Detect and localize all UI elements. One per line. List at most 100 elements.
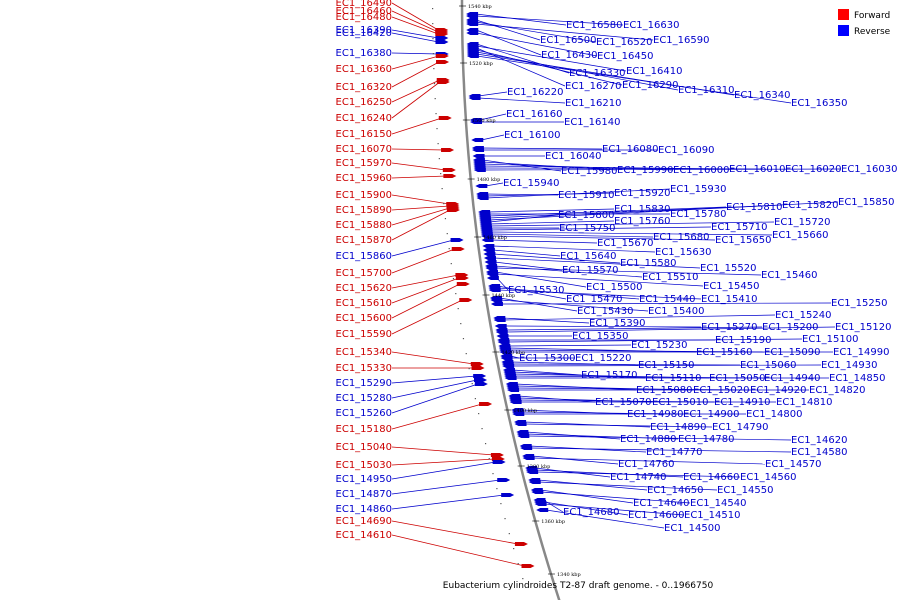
- gene-label[interactable]: EC1_15910: [558, 190, 614, 201]
- gene-label[interactable]: EC1_15940: [503, 178, 559, 189]
- gene-label[interactable]: EC1_15340: [336, 347, 392, 358]
- gene-label[interactable]: EC1_15100: [802, 334, 858, 345]
- gene-label[interactable]: EC1_15820: [782, 200, 838, 211]
- gene-label[interactable]: EC1_16220: [507, 87, 563, 98]
- gene-label[interactable]: EC1_16000: [673, 165, 729, 176]
- gene-label[interactable]: EC1_16460: [336, 6, 392, 17]
- gene-label[interactable]: EC1_15290: [336, 378, 392, 389]
- gene-label[interactable]: EC1_15720: [774, 217, 830, 228]
- gene-label[interactable]: EC1_14510: [684, 510, 740, 521]
- gene-label[interactable]: EC1_15710: [711, 222, 767, 233]
- gene-label[interactable]: EC1_14540: [690, 498, 746, 509]
- gene-label[interactable]: EC1_14980: [627, 409, 683, 420]
- gene-label[interactable]: EC1_14800: [746, 409, 802, 420]
- gene-label[interactable]: EC1_16150: [336, 129, 392, 140]
- gene-label[interactable]: EC1_14600: [628, 510, 684, 521]
- gene-label[interactable]: EC1_15050: [709, 373, 765, 384]
- gene-label[interactable]: EC1_15180: [336, 424, 392, 435]
- gene-label[interactable]: EC1_16320: [336, 82, 392, 93]
- gene-label[interactable]: EC1_14780: [678, 434, 734, 445]
- gene-label[interactable]: EC1_15240: [775, 310, 831, 321]
- gene-label[interactable]: EC1_14940: [764, 373, 820, 384]
- gene-label[interactable]: EC1_16490: [336, 0, 392, 9]
- gene-label[interactable]: EC1_14900: [683, 409, 739, 420]
- gene-label[interactable]: EC1_15500: [586, 282, 642, 293]
- gene-label[interactable]: EC1_16410: [626, 66, 682, 77]
- gene-label[interactable]: EC1_15920: [614, 188, 670, 199]
- gene-label[interactable]: EC1_16420: [336, 28, 392, 39]
- gene-label[interactable]: EC1_15020: [693, 385, 749, 396]
- gene-label[interactable]: EC1_15390: [589, 318, 645, 329]
- gene-label[interactable]: EC1_15190: [715, 335, 771, 346]
- gene-label[interactable]: EC1_15160: [696, 347, 752, 358]
- gene-label[interactable]: EC1_15760: [614, 216, 670, 227]
- gene-label[interactable]: EC1_14560: [740, 472, 796, 483]
- gene-label[interactable]: EC1_15470: [566, 294, 622, 305]
- gene-label[interactable]: EC1_14950: [336, 474, 392, 485]
- gene-label[interactable]: EC1_16020: [785, 164, 841, 175]
- gene-label[interactable]: EC1_15450: [703, 281, 759, 292]
- gene-label[interactable]: EC1_16090: [658, 145, 714, 156]
- gene-label[interactable]: EC1_15860: [336, 251, 392, 262]
- gene-label[interactable]: EC1_14920: [750, 385, 806, 396]
- gene-label[interactable]: EC1_15410: [701, 294, 757, 305]
- gene-label[interactable]: EC1_15150: [638, 360, 694, 371]
- gene-label[interactable]: EC1_15080: [636, 385, 692, 396]
- gene-label[interactable]: EC1_15460: [761, 270, 817, 281]
- gene-label[interactable]: EC1_15620: [336, 283, 392, 294]
- gene-label[interactable]: EC1_14910: [714, 397, 770, 408]
- gene-label[interactable]: EC1_14930: [821, 360, 877, 371]
- gene-label[interactable]: EC1_15230: [631, 340, 687, 351]
- gene-label[interactable]: EC1_15110: [645, 373, 701, 384]
- gene-label[interactable]: EC1_16450: [597, 51, 653, 62]
- gene-label[interactable]: EC1_15870: [336, 235, 392, 246]
- gene-label[interactable]: EC1_15220: [575, 353, 631, 364]
- gene-label[interactable]: EC1_15800: [558, 210, 614, 221]
- gene-label[interactable]: EC1_15570: [562, 265, 618, 276]
- gene-label[interactable]: EC1_16480: [336, 12, 392, 23]
- gene-label[interactable]: EC1_14820: [809, 385, 865, 396]
- gene-label[interactable]: EC1_15350: [572, 331, 628, 342]
- gene-label[interactable]: EC1_15890: [336, 205, 392, 216]
- gene-label[interactable]: EC1_15780: [670, 209, 726, 220]
- gene-label[interactable]: EC1_15650: [715, 235, 771, 246]
- gene-label[interactable]: EC1_15520: [700, 263, 756, 274]
- gene-label[interactable]: EC1_16380: [336, 48, 392, 59]
- gene-label[interactable]: EC1_15640: [560, 251, 616, 262]
- gene-label[interactable]: EC1_16580: [566, 20, 622, 31]
- gene-label[interactable]: EC1_14610: [336, 530, 392, 541]
- gene-label[interactable]: EC1_16630: [623, 20, 679, 31]
- gene-label[interactable]: EC1_15440: [639, 294, 695, 305]
- gene-label[interactable]: EC1_14760: [618, 459, 674, 470]
- gene-label[interactable]: EC1_14500: [664, 523, 720, 534]
- gene-label[interactable]: EC1_15830: [614, 204, 670, 215]
- gene-label[interactable]: EC1_15580: [620, 258, 676, 269]
- gene-label[interactable]: EC1_15980: [561, 166, 617, 177]
- gene-label[interactable]: EC1_16070: [336, 144, 392, 155]
- gene-label[interactable]: EC1_14770: [646, 447, 702, 458]
- gene-label[interactable]: EC1_15530: [508, 285, 564, 296]
- gene-label[interactable]: EC1_14580: [791, 447, 847, 458]
- gene-label[interactable]: EC1_15680: [653, 232, 709, 243]
- gene-label[interactable]: EC1_16500: [540, 35, 596, 46]
- gene-label[interactable]: EC1_16390: [336, 25, 392, 36]
- gene-label[interactable]: EC1_15700: [336, 268, 392, 279]
- gene-label[interactable]: EC1_16080: [602, 144, 658, 155]
- gene-label[interactable]: EC1_16360: [336, 64, 392, 75]
- gene-label[interactable]: EC1_16240: [336, 113, 392, 124]
- gene-label[interactable]: EC1_16330: [569, 68, 625, 79]
- gene-label[interactable]: EC1_15270: [701, 322, 757, 333]
- gene-label[interactable]: EC1_16140: [564, 117, 620, 128]
- gene-label[interactable]: EC1_15200: [762, 322, 818, 333]
- gene-label[interactable]: EC1_15090: [764, 347, 820, 358]
- gene-label[interactable]: EC1_15590: [336, 329, 392, 340]
- gene-label[interactable]: EC1_15250: [831, 298, 887, 309]
- gene-label[interactable]: EC1_15850: [838, 197, 894, 208]
- gene-label[interactable]: EC1_14650: [647, 485, 703, 496]
- gene-label[interactable]: EC1_16030: [841, 164, 897, 175]
- gene-label[interactable]: EC1_15930: [670, 184, 726, 195]
- gene-label[interactable]: EC1_15970: [336, 158, 392, 169]
- gene-label[interactable]: EC1_15170: [581, 370, 637, 381]
- gene-label[interactable]: EC1_15260: [336, 408, 392, 419]
- gene-label[interactable]: EC1_15880: [336, 220, 392, 231]
